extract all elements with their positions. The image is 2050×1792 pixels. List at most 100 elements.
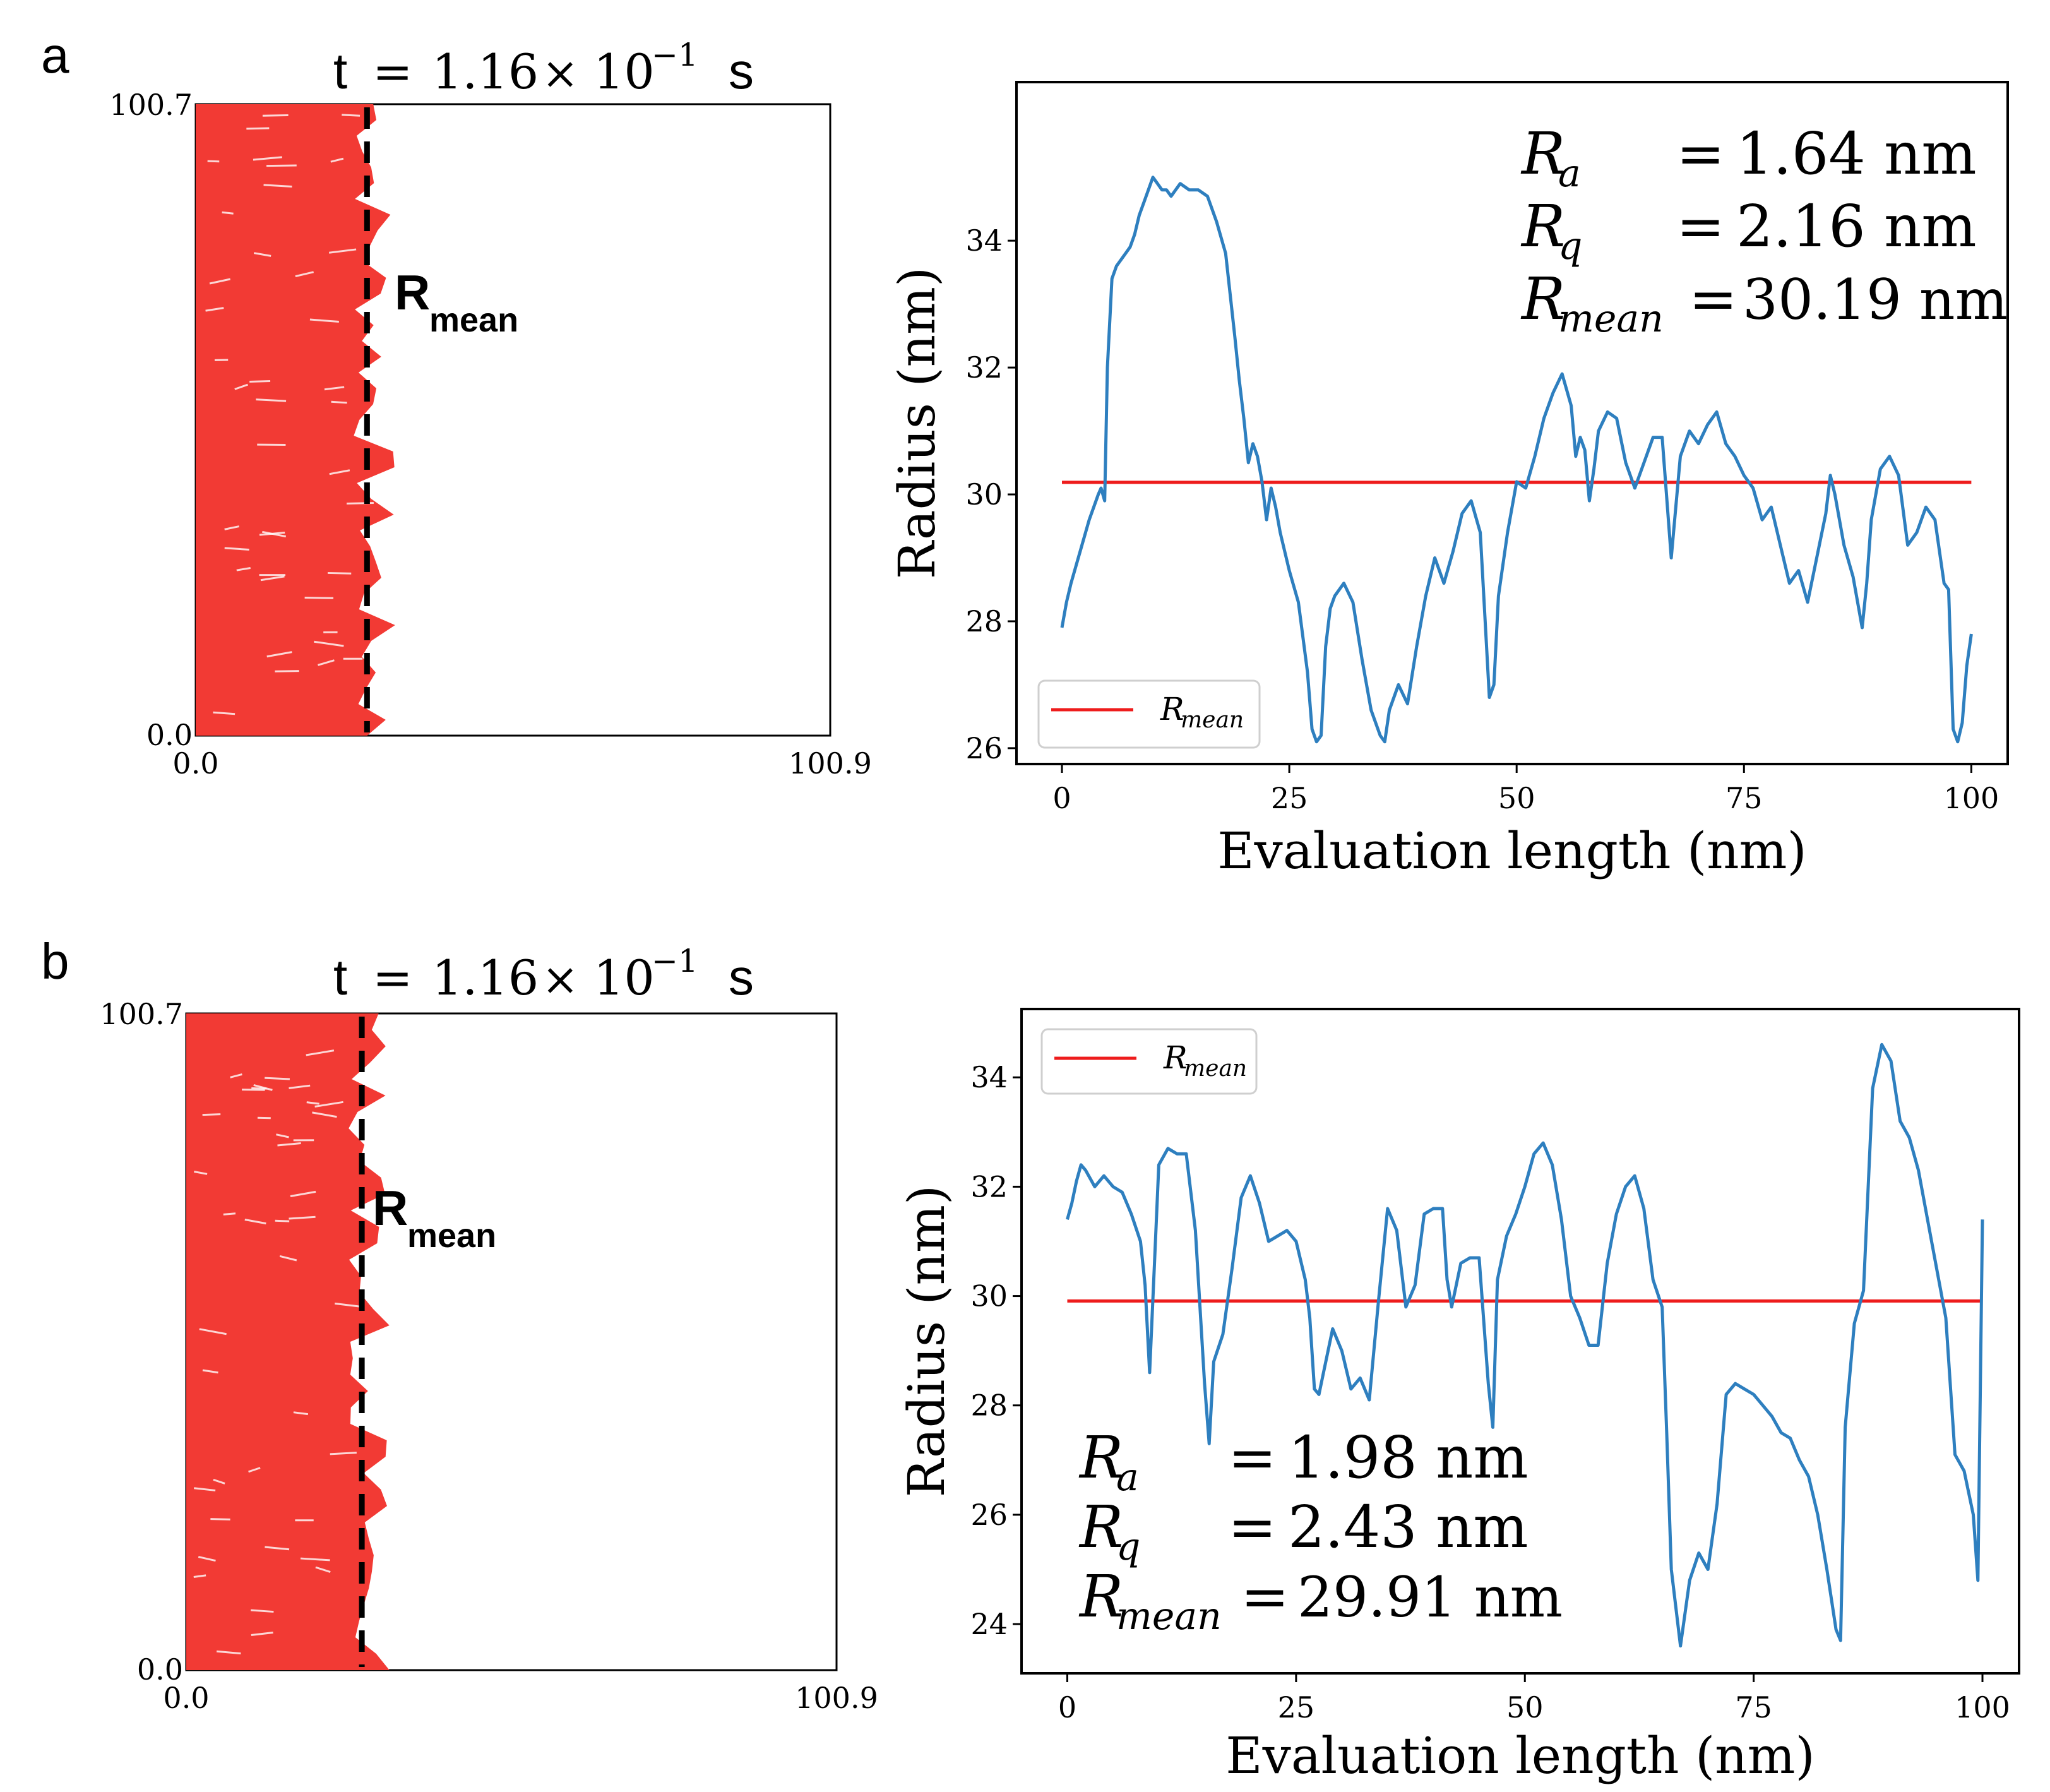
stat-rmean-value: 29.91 nm [1297, 1565, 1563, 1630]
time-times: × [542, 953, 579, 1005]
crack-mark [209, 278, 231, 285]
crack-mark [290, 1190, 316, 1197]
crack-mark [244, 1219, 266, 1225]
crack-mark [216, 1650, 241, 1655]
rmean-label-sub: mean [429, 301, 518, 339]
crack-mark [251, 1632, 273, 1637]
crack-mark [205, 307, 224, 312]
etched-area [196, 104, 395, 736]
crack-mark [312, 1111, 337, 1118]
x-tick-label: 50 [1506, 1690, 1544, 1724]
sim-y-top-label: 100.7 [100, 997, 183, 1031]
sim-x-left-label: 0.0 [172, 746, 218, 780]
crack-mark [251, 1087, 267, 1090]
stat-rq-value: 2.16 nm [1736, 193, 1977, 260]
panel-label: b [41, 933, 69, 989]
crack-mark [202, 1113, 221, 1116]
time-base: 10 [593, 44, 655, 100]
stat-rmean-eq: = [1241, 1563, 1289, 1630]
y-tick-label: 26 [970, 1498, 1008, 1532]
etched-region [186, 1013, 390, 1670]
y-tick-label: 34 [965, 224, 1003, 258]
stat-ra-eq: = [1676, 120, 1725, 188]
crack-mark [277, 1142, 301, 1147]
crack-mark [324, 386, 345, 391]
crack-mark [265, 1546, 290, 1551]
axis-ticks: 0 25 50 75 100 26 28 30 32 34 [965, 224, 1999, 815]
crack-mark [254, 252, 271, 257]
sim-y-bottom-label: 0.0 [146, 718, 193, 752]
legend-label-main: R [1163, 1039, 1188, 1076]
crack-mark [259, 531, 285, 536]
stat-rmean-symbol: R [1078, 1563, 1123, 1630]
y-tick-label: 32 [970, 1169, 1008, 1204]
stat-rq-symbol: R [1078, 1493, 1123, 1561]
crack-mark [295, 271, 314, 278]
stat-rmean-symbol: R [1520, 265, 1565, 333]
time-mantissa: 1.16 [432, 950, 539, 1006]
stat-rmean-value: 30.19 nm [1743, 267, 2008, 332]
time-title: t = 1.16 × 10 −1 s [333, 943, 754, 1006]
stat-rq-symbol: R [1520, 193, 1565, 260]
crack-mark [253, 1084, 273, 1091]
crack-mark [194, 1487, 216, 1491]
crack-mark [198, 1556, 216, 1562]
crack-mark [306, 1049, 335, 1056]
crack-mark [328, 248, 357, 254]
time-title: t = 1.16 × 10 −1 s [333, 37, 754, 100]
x-tick-label: 100 [1943, 781, 1999, 815]
y-tick-label: 28 [970, 1389, 1008, 1423]
y-tick-label: 34 [970, 1060, 1008, 1094]
crack-mark [207, 160, 220, 163]
time-prefix: t [333, 43, 347, 99]
stat-ra-value: 1.64 nm [1736, 120, 1977, 188]
legend: R mean [1040, 1028, 1258, 1095]
time-exponent: −1 [652, 943, 698, 979]
time-mantissa: 1.16 [432, 44, 539, 100]
crack-mark [224, 547, 249, 551]
crack-mark [202, 1369, 218, 1374]
crack-mark [331, 400, 347, 404]
sim-y-top-label: 100.7 [109, 88, 193, 122]
crack-mark [224, 525, 240, 530]
rmean-label-sub: mean [407, 1217, 496, 1255]
y-tick-label: 30 [965, 477, 1003, 511]
crack-mark [223, 1212, 236, 1216]
crack-mark [234, 383, 248, 390]
simulation-view: R mean 100.7 0.0 0.0 100.9 [100, 997, 878, 1715]
time-equals: = [372, 44, 413, 100]
time-unit: s [729, 43, 754, 99]
radius-series-line [1066, 1042, 1984, 1648]
crack-mark [306, 1101, 319, 1105]
simulation-view: R mean 100.7 0.0 0.0 100.9 [109, 88, 872, 780]
crack-mark [335, 1302, 362, 1308]
crack-mark [293, 1411, 309, 1416]
x-tick-label: 75 [1735, 1690, 1772, 1724]
crack-mark [266, 651, 292, 658]
x-tick-label: 25 [1278, 1690, 1315, 1724]
stat-ra-eq: = [1228, 1424, 1277, 1491]
sim-x-right-label: 100.9 [795, 1681, 878, 1715]
sim-x-right-label: 100.9 [789, 746, 872, 780]
stat-rq-value: 2.43 nm [1288, 1493, 1529, 1561]
y-tick-label: 28 [965, 604, 1003, 638]
stat-ra-value: 1.98 nm [1288, 1424, 1529, 1491]
stat-rq-eq: = [1676, 193, 1725, 260]
crack-mark [246, 127, 270, 130]
rmean-label-main: R [395, 265, 430, 320]
y-tick-label: 32 [965, 350, 1003, 385]
etched-area [186, 1013, 390, 1670]
stat-ra-sub: a [1116, 1455, 1139, 1500]
legend-box [1037, 679, 1261, 749]
roughness-stats: R a = 1.98 nm R q = 2.43 nm R mean = 29.… [1078, 1424, 1563, 1639]
stat-ra-symbol: R [1078, 1424, 1123, 1491]
crack-mark [260, 575, 285, 582]
axis-ticks: 0 25 50 75 100 24 26 28 30 32 34 [970, 1060, 2010, 1724]
time-times: × [542, 47, 579, 99]
time-unit: s [729, 949, 754, 1005]
crack-mark [314, 1101, 343, 1108]
radius-series-line [1060, 176, 1973, 744]
crack-mark [193, 1574, 206, 1578]
legend-label-main: R [1160, 691, 1184, 727]
